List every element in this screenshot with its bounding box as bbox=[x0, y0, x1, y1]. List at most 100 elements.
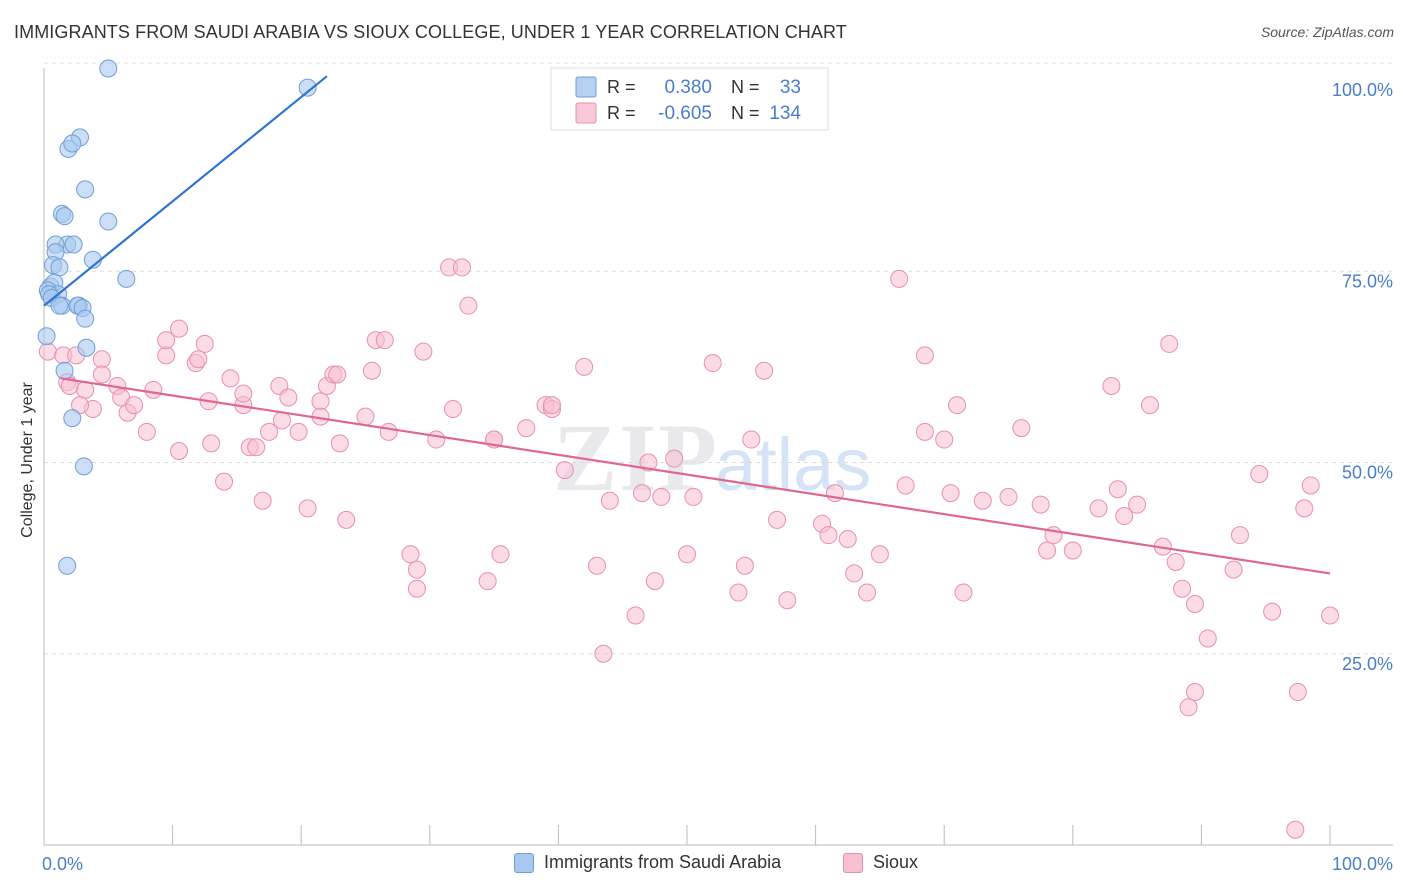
sioux-point bbox=[1140, 396, 1159, 415]
saudi-point bbox=[63, 134, 82, 153]
sioux-point bbox=[1128, 495, 1147, 514]
sioux-point bbox=[819, 526, 838, 545]
legend-label-saudi: Immigrants from Saudi Arabia bbox=[544, 852, 782, 872]
sioux-point bbox=[778, 591, 797, 610]
sioux-points bbox=[38, 258, 1339, 839]
y-tick-label: 25.0% bbox=[1342, 654, 1393, 674]
saudi-point bbox=[37, 327, 56, 346]
sioux-point bbox=[896, 476, 915, 495]
sioux-point bbox=[414, 342, 433, 361]
sioux-point bbox=[858, 583, 877, 602]
saudi-point bbox=[99, 59, 118, 78]
sioux-point bbox=[234, 384, 253, 403]
sioux-point bbox=[1321, 606, 1339, 625]
sioux-point bbox=[1031, 495, 1050, 514]
sioux-point bbox=[1301, 476, 1320, 495]
sioux-point bbox=[1063, 541, 1082, 560]
sioux-point bbox=[1286, 820, 1305, 839]
sioux-point bbox=[1230, 526, 1249, 545]
sioux-point bbox=[215, 472, 234, 491]
sioux-point bbox=[1089, 499, 1108, 518]
legend-r-label-2: R = bbox=[607, 103, 636, 123]
sioux-point bbox=[1166, 552, 1185, 571]
sioux-point bbox=[1295, 499, 1314, 518]
saudi-point bbox=[64, 235, 83, 254]
legend-swatch-blue bbox=[575, 76, 597, 98]
bottom-legend: Immigrants from Saudi Arabia Sioux bbox=[0, 850, 1406, 880]
saudi-point bbox=[99, 212, 118, 231]
sioux-point bbox=[845, 564, 864, 583]
legend-n-value-2: 134 bbox=[769, 103, 801, 124]
legend-n-label-1: N = bbox=[731, 77, 760, 97]
legend-r-value-2: -0.605 bbox=[658, 103, 712, 124]
sioux-point bbox=[289, 422, 308, 441]
top-legend: R = 0.380 N = 33 R = -0.605 N = 134 bbox=[550, 67, 829, 131]
x-tick-label: 100.0% bbox=[1332, 854, 1393, 874]
saudi-point bbox=[77, 338, 96, 357]
sioux-point bbox=[768, 510, 787, 529]
sioux-point bbox=[742, 430, 761, 449]
saudi-point bbox=[55, 207, 74, 226]
sioux-point bbox=[157, 331, 176, 350]
sioux-point bbox=[157, 346, 176, 365]
gridlines bbox=[44, 62, 1393, 655]
legend-n-value-1: 33 bbox=[780, 77, 801, 98]
sioux-point bbox=[202, 434, 221, 453]
sioux-point bbox=[626, 606, 645, 625]
saudi-point bbox=[58, 556, 77, 575]
sioux-point bbox=[594, 644, 613, 663]
sioux-point bbox=[1108, 480, 1127, 499]
legend-r-value-1: 0.380 bbox=[664, 77, 712, 98]
chart-source: Source: ZipAtlas.com bbox=[1260, 24, 1394, 40]
y-tick-label: 100.0% bbox=[1332, 80, 1393, 100]
trend-lines bbox=[43, 75, 1331, 575]
sioux-point bbox=[1179, 698, 1198, 717]
saudi-point bbox=[76, 309, 95, 328]
sioux-point bbox=[1012, 419, 1031, 438]
sioux-point bbox=[260, 422, 279, 441]
sioux-point bbox=[427, 430, 446, 449]
sioux-point bbox=[356, 407, 375, 426]
sioux-point bbox=[170, 319, 189, 338]
sioux-point bbox=[478, 572, 497, 591]
saudi-point bbox=[50, 296, 69, 315]
sioux-point bbox=[935, 430, 954, 449]
sioux-point bbox=[272, 411, 291, 430]
sioux-point bbox=[330, 434, 349, 453]
sioux-point bbox=[684, 487, 703, 506]
sioux-point bbox=[915, 346, 934, 365]
sioux-point bbox=[38, 342, 57, 361]
sioux-point bbox=[954, 583, 973, 602]
legend-item-sioux: Sioux bbox=[843, 852, 918, 873]
sioux-point bbox=[973, 491, 992, 510]
sioux-point bbox=[948, 396, 967, 415]
sioux-trend-line bbox=[60, 377, 1331, 575]
sioux-point bbox=[362, 361, 381, 380]
legend-r-label-1: R = bbox=[607, 77, 636, 97]
legend-n-label-2: N = bbox=[731, 103, 760, 123]
watermark-atlas: atlas bbox=[715, 423, 871, 506]
legend-swatch-sioux bbox=[843, 852, 863, 873]
sioux-point bbox=[1102, 377, 1121, 395]
x-tick-label: 0.0% bbox=[42, 854, 83, 874]
sioux-point bbox=[941, 484, 960, 503]
sioux-point bbox=[1288, 683, 1307, 701]
sioux-point bbox=[729, 583, 748, 602]
sioux-point bbox=[652, 487, 671, 506]
legend-swatch-pink bbox=[575, 102, 597, 124]
sioux-point bbox=[247, 438, 266, 457]
saudi-point bbox=[76, 180, 95, 199]
sioux-point bbox=[555, 461, 574, 480]
legend-swatch-saudi bbox=[514, 852, 534, 873]
saudi-point bbox=[117, 269, 136, 288]
sioux-point bbox=[298, 499, 317, 518]
sioux-point bbox=[195, 334, 214, 353]
sioux-point bbox=[542, 396, 561, 415]
sioux-point bbox=[452, 258, 471, 277]
saudi-point bbox=[63, 409, 82, 428]
saudi-point bbox=[55, 361, 74, 380]
sioux-point bbox=[665, 449, 684, 468]
sioux-point bbox=[1160, 334, 1179, 353]
sioux-point bbox=[1224, 560, 1243, 579]
